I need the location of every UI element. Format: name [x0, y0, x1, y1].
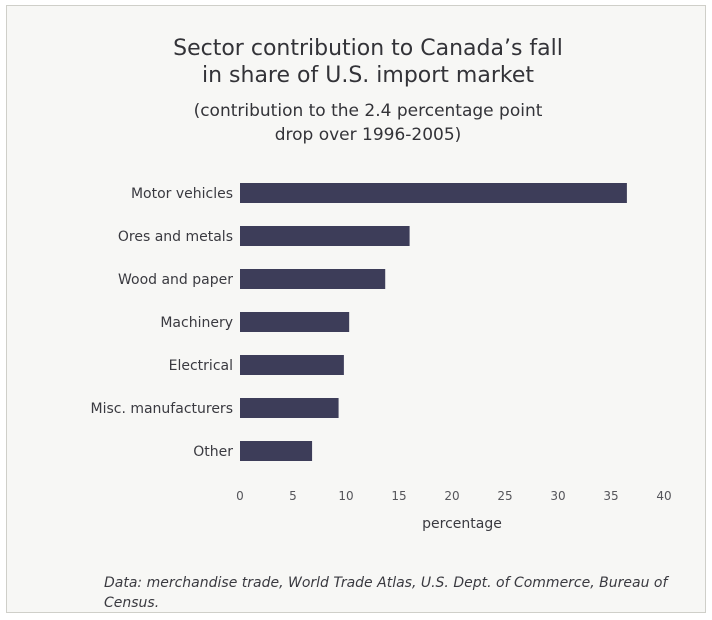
x-tick-label-10: 10 — [338, 489, 353, 503]
bar-electrical — [240, 355, 344, 375]
x-tick-label-40: 40 — [656, 489, 671, 503]
bar-misc-manufacturers — [240, 398, 339, 418]
x-tick-label-30: 30 — [550, 489, 565, 503]
bar-chart: Motor vehicles Ores and metals Wood and pa… — [90, 183, 672, 532]
category-label-ores-and-metals: Ores and metals — [118, 229, 233, 245]
source-note: Data: merchandise trade, World Trade Atl… — [104, 575, 668, 611]
x-tick-label-5: 5 — [289, 489, 297, 503]
x-tick-label-35: 35 — [603, 489, 618, 503]
bar-wood-and-paper — [240, 269, 386, 289]
x-tick-label-15: 15 — [391, 489, 406, 503]
category-label-other: Other — [193, 444, 233, 460]
x-tick-label-0: 0 — [236, 489, 244, 503]
category-label-misc-manufacturers: Misc. manufacturers — [90, 401, 233, 417]
x-tick-label-25: 25 — [497, 489, 512, 503]
bar-machinery — [240, 312, 350, 332]
chart-subtitle: (contribution to the 2.4 percentage poin… — [193, 101, 543, 145]
chart-title: Sector contribution to Canada’s fall in … — [173, 36, 563, 88]
category-label-wood-and-paper: Wood and paper — [118, 272, 233, 288]
bar-other — [240, 441, 313, 461]
category-label-motor-vehicles: Motor vehicles — [131, 186, 233, 202]
bar-motor-vehicles — [240, 183, 627, 203]
x-axis-label: percentage — [422, 516, 502, 532]
x-tick-label-20: 20 — [444, 489, 459, 503]
chart-frame — [6, 5, 706, 613]
bar-ores-and-metals — [240, 226, 410, 246]
category-label-electrical: Electrical — [169, 358, 233, 374]
category-label-machinery: Machinery — [160, 315, 233, 331]
